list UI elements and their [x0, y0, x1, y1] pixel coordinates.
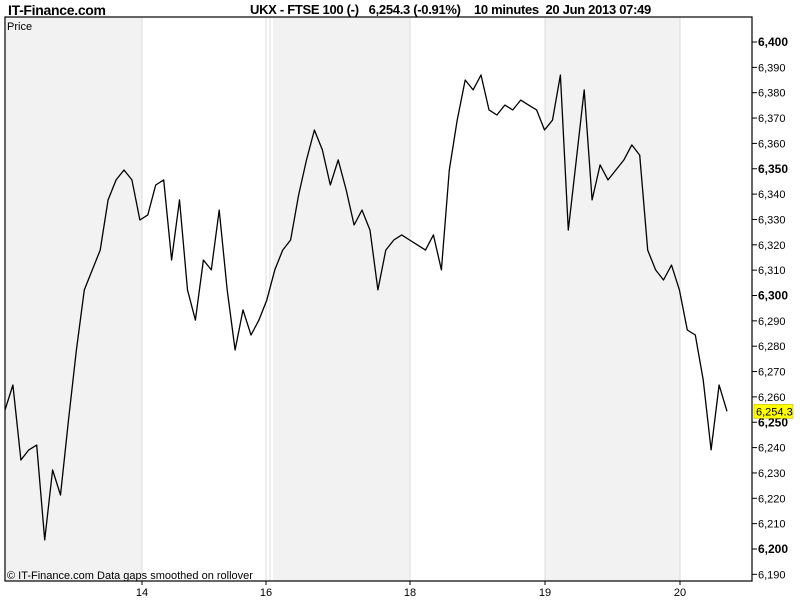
y-tick-label: 6,270	[758, 367, 786, 379]
y-tick-label: 6,210	[758, 519, 786, 531]
day-band	[545, 17, 680, 581]
day-band	[6, 17, 142, 581]
y-tick-label: 6,220	[758, 493, 786, 505]
last-price-label: 6,254.3	[756, 406, 793, 418]
y-tick-label: 6,340	[758, 189, 786, 201]
y-tick-label: 6,330	[758, 214, 786, 226]
y-tick-label: 6,320	[758, 240, 786, 252]
y-tick-label: 6,310	[758, 265, 786, 277]
plot-frame	[4, 16, 753, 582]
price-series-line	[4, 74, 728, 541]
x-tick-label: 18	[404, 587, 416, 599]
chart-title: UKX - FTSE 100 (-) 6,254.3 (-0.91%) 10 m…	[250, 2, 651, 17]
y-tick-label: 6,400	[758, 35, 788, 49]
y-tick-label: 6,240	[758, 443, 786, 455]
y-tick-label: 6,290	[758, 316, 786, 328]
y-tick-label: 6,200	[758, 542, 788, 556]
y-tick-label: 6,380	[758, 88, 786, 100]
y-axis-label: Price	[7, 21, 32, 33]
x-tick-label: 19	[539, 587, 551, 599]
x-tick-label: 16	[260, 587, 272, 599]
y-tick-label: 6,190	[758, 569, 786, 581]
y-tick-label: 6,300	[758, 289, 788, 303]
y-tick-label: 6,360	[758, 138, 786, 150]
copyright-note: © IT-Finance.com Data gaps smoothed on r…	[7, 570, 253, 582]
x-tick-label: 20	[674, 587, 686, 599]
y-tick-label: 6,390	[758, 62, 786, 74]
y-tick-label: 6,370	[758, 113, 786, 125]
site-name: IT-Finance.com	[8, 2, 106, 18]
y-tick-label: 6,260	[758, 392, 786, 404]
x-tick-label: 14	[136, 587, 148, 599]
y-tick-label: 6,250	[758, 415, 788, 429]
y-tick-label: 6,350	[758, 162, 788, 176]
y-tick-label: 6,280	[758, 341, 786, 353]
day-band	[273, 17, 410, 581]
y-tick-label: 6,230	[758, 468, 786, 480]
last-price-marker: 6,254.3	[753, 404, 794, 419]
